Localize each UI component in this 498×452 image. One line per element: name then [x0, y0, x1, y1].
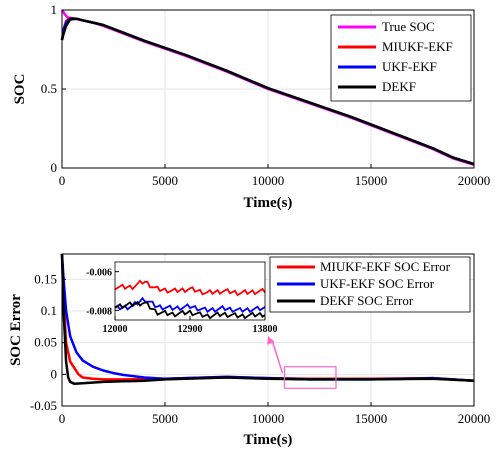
zoom-arrowhead [267, 336, 275, 345]
x-tick-label: 15000 [355, 173, 388, 188]
y-tick-label: 0.5 [41, 81, 57, 96]
x-tick-label: 10000 [252, 173, 285, 188]
zoom-arrow [271, 339, 284, 374]
y-tick-label: 0.15 [34, 271, 57, 286]
zoom-region-box [283, 366, 337, 389]
y-tick-label: 0.05 [34, 335, 57, 350]
y-tick-label: 0 [51, 366, 58, 381]
top-legend-label: True SOC [382, 19, 435, 34]
inset-series-group [114, 279, 266, 320]
top-legend: True SOC MIUKF-EKF UKF-EKF DEKF [330, 14, 472, 102]
bottom-legend-label: UKF-EKF SOC Error [320, 276, 435, 291]
inset-plot: 12000 12900 13800 -0.006 -0.008 [86, 261, 278, 335]
x-tick-label: 5000 [152, 411, 178, 426]
bottom-legend-label: MIUKF-EKF SOC Error [320, 259, 451, 274]
x-tick-label: 12000 [103, 324, 128, 335]
x-tick-label: 13800 [253, 324, 278, 335]
x-tick-label: 10000 [252, 411, 285, 426]
top-xlabel: Time(s) [244, 195, 293, 211]
top-tick-labels: 0 5000 10000 15000 20000 0 0.5 1 [41, 2, 491, 188]
bottom-legend: MIUKF-EKF SOC Error UKF-EKF SOC Error DE… [269, 256, 471, 313]
inset-series-line-0 [114, 279, 266, 297]
x-tick-label: 20000 [458, 411, 491, 426]
top-legend-label: UKF-EKF [382, 59, 437, 74]
y-tick-label: 0 [51, 160, 58, 175]
y-tick-label: -0.006 [86, 268, 112, 279]
bottom-xlabel: Time(s) [244, 432, 293, 448]
inset-series-line-2 [114, 300, 266, 320]
y-tick-label: 1 [51, 2, 58, 17]
bottom-series-group [60, 253, 475, 386]
x-tick-label: 12900 [178, 324, 203, 335]
x-tick-label: 0 [59, 411, 66, 426]
x-tick-label: 0 [59, 173, 66, 188]
y-tick-label: 0.1 [41, 303, 57, 318]
series-line-3 [60, 17, 475, 166]
bottom-ylabel: SOC Error [8, 294, 24, 366]
bottom-legend-label: DEKF SOC Error [320, 293, 414, 308]
top-ylabel: SOC [12, 74, 28, 105]
top-series-group [60, 9, 475, 166]
x-tick-label: 5000 [152, 173, 178, 188]
x-tick-label: 20000 [458, 173, 491, 188]
inset-tick-labels: 12000 12900 13800 -0.006 -0.008 [86, 268, 277, 335]
top-plot: 0 5000 10000 15000 20000 0 0.5 1 Time(s) SOC Tr… [12, 2, 490, 211]
y-tick-label: -0.05 [30, 398, 57, 413]
x-tick-label: 15000 [355, 411, 388, 426]
series-line-2 [60, 253, 475, 386]
y-tick-label: -0.008 [86, 306, 112, 317]
inset-series-line-1 [114, 296, 266, 314]
top-legend-label: DEKF [382, 79, 416, 94]
top-legend-label: MIUKF-EKF [382, 39, 453, 54]
